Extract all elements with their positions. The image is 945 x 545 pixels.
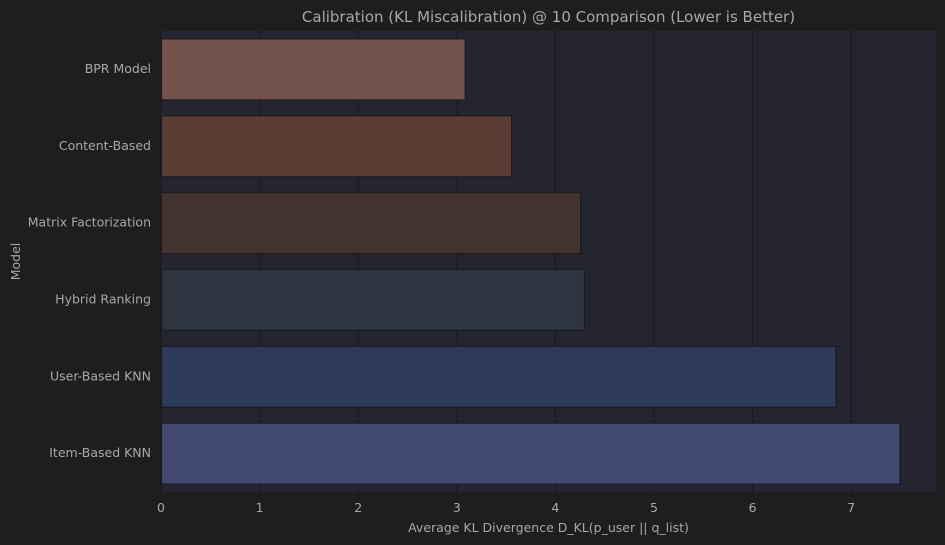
bars <box>160 38 901 485</box>
x-tick-labels: 0 1 2 3 4 5 6 7 <box>157 500 855 515</box>
x-tick-label: 0 <box>157 500 165 515</box>
x-tick-label: 5 <box>650 500 658 515</box>
x-tick-label: 1 <box>256 500 264 515</box>
bar-hybrid-ranking <box>160 268 586 332</box>
x-tick-label: 7 <box>847 500 855 515</box>
chart-title: Calibration (KL Miscalibration) @ 10 Com… <box>302 8 795 26</box>
y-tick-label: Matrix Factorization <box>28 215 151 230</box>
x-tick-label: 3 <box>453 500 461 515</box>
bar-item-based-knn <box>160 422 901 485</box>
plot-area <box>161 31 936 492</box>
bar-user-based-knn <box>160 345 837 408</box>
bar-content-based <box>160 115 513 178</box>
y-tick-label: Item-Based KNN <box>49 445 151 460</box>
y-tick-label: BPR Model <box>85 61 151 76</box>
y-tick-label: Hybrid Ranking <box>55 291 151 306</box>
bar-matrix-factorization <box>160 191 582 255</box>
x-tick-label: 6 <box>749 500 757 515</box>
grid-lines <box>160 31 852 492</box>
x-tick-label: 2 <box>354 500 362 515</box>
y-axis-label: Model <box>8 243 23 281</box>
y-tick-label: User-Based KNN <box>50 368 151 383</box>
x-axis-label: Average KL Divergence D_KL(p_user || q_l… <box>408 520 689 535</box>
y-tick-label: Content-Based <box>59 138 151 153</box>
y-tick-labels: BPR Model Content-Based Matrix Factorizati… <box>28 61 151 460</box>
bar-bpr-model <box>160 38 466 101</box>
x-tick-label: 4 <box>551 500 559 515</box>
